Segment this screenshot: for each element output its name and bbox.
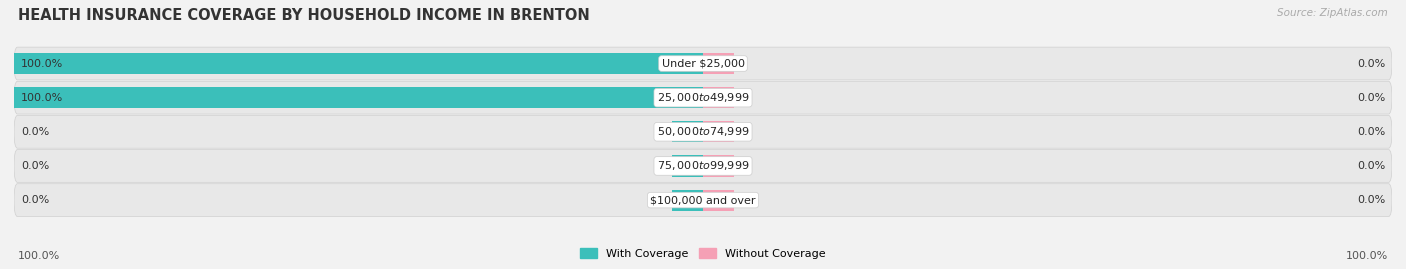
FancyBboxPatch shape — [14, 81, 1392, 114]
Text: 0.0%: 0.0% — [21, 161, 49, 171]
Text: 0.0%: 0.0% — [21, 127, 49, 137]
FancyBboxPatch shape — [14, 150, 1392, 182]
Text: 0.0%: 0.0% — [1357, 59, 1385, 69]
Bar — [14, 53, 703, 74]
Text: 100.0%: 100.0% — [1346, 251, 1388, 261]
Bar — [703, 87, 734, 108]
FancyBboxPatch shape — [14, 47, 1392, 80]
Text: 0.0%: 0.0% — [21, 195, 49, 205]
Bar — [703, 121, 734, 142]
Bar — [672, 189, 703, 211]
Text: $75,000 to $99,999: $75,000 to $99,999 — [657, 160, 749, 172]
Text: $50,000 to $74,999: $50,000 to $74,999 — [657, 125, 749, 138]
Text: 0.0%: 0.0% — [1357, 161, 1385, 171]
Bar — [14, 87, 703, 108]
Bar — [703, 53, 734, 74]
Text: Source: ZipAtlas.com: Source: ZipAtlas.com — [1277, 8, 1388, 18]
Text: 100.0%: 100.0% — [21, 93, 63, 103]
Text: $25,000 to $49,999: $25,000 to $49,999 — [657, 91, 749, 104]
Text: 100.0%: 100.0% — [21, 59, 63, 69]
Bar — [703, 189, 734, 211]
Text: 0.0%: 0.0% — [1357, 195, 1385, 205]
Bar — [703, 155, 734, 176]
Text: HEALTH INSURANCE COVERAGE BY HOUSEHOLD INCOME IN BRENTON: HEALTH INSURANCE COVERAGE BY HOUSEHOLD I… — [18, 8, 591, 23]
Text: Under $25,000: Under $25,000 — [661, 59, 745, 69]
Text: $100,000 and over: $100,000 and over — [650, 195, 756, 205]
Text: 100.0%: 100.0% — [18, 251, 60, 261]
FancyBboxPatch shape — [14, 184, 1392, 217]
Legend: With Coverage, Without Coverage: With Coverage, Without Coverage — [576, 244, 830, 263]
Bar — [672, 121, 703, 142]
Text: 0.0%: 0.0% — [1357, 93, 1385, 103]
FancyBboxPatch shape — [14, 115, 1392, 148]
Bar — [672, 155, 703, 176]
Text: 0.0%: 0.0% — [1357, 127, 1385, 137]
